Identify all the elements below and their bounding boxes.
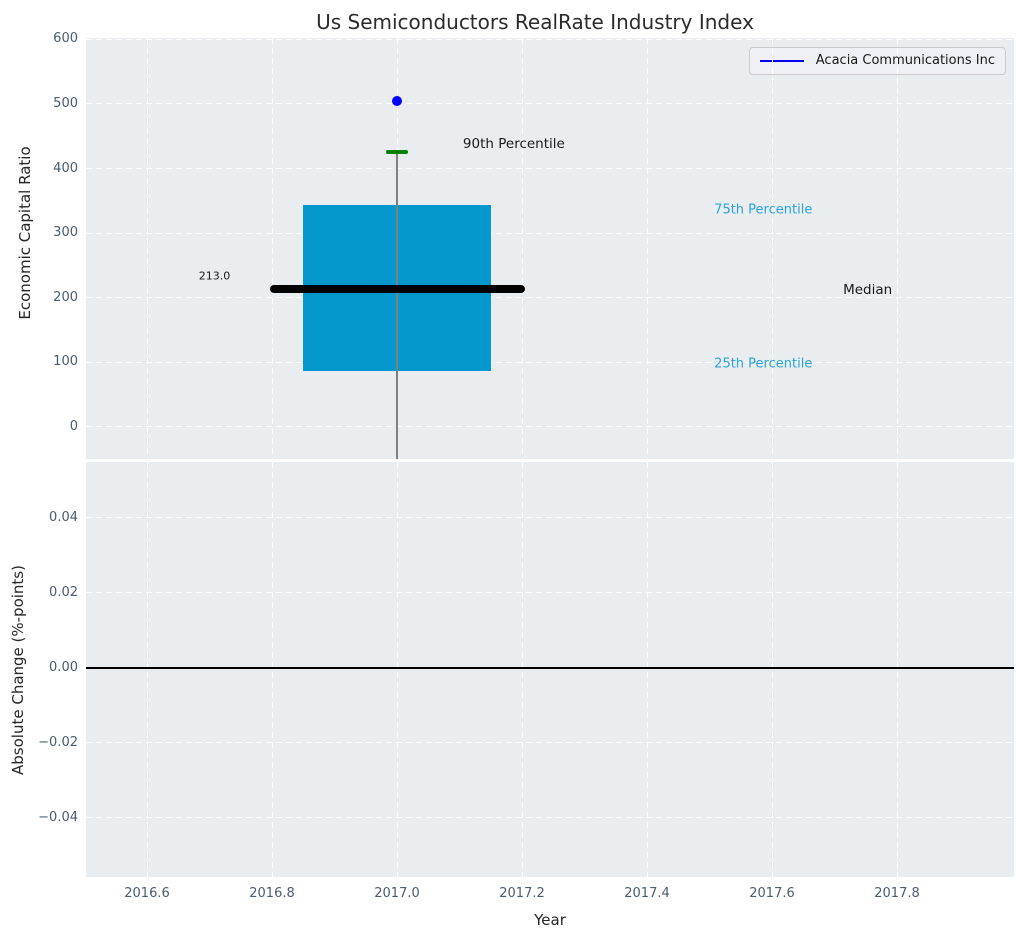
y-tick-label: −0.02 bbox=[38, 734, 78, 750]
y-tick-label: 300 bbox=[53, 225, 78, 241]
x-tick-label: 2017.2 bbox=[499, 886, 545, 901]
gridline-vertical bbox=[646, 462, 648, 877]
y-tick-label: 400 bbox=[53, 160, 78, 176]
gridline-vertical bbox=[646, 38, 648, 459]
gridline-horizontal bbox=[86, 232, 1014, 234]
annotation: 213.0 bbox=[198, 269, 231, 283]
gridline-horizontal bbox=[86, 817, 1014, 819]
x-tick-label: 2017.8 bbox=[874, 886, 920, 901]
gridline-horizontal bbox=[86, 297, 1014, 299]
axes-absolute-change bbox=[86, 462, 1014, 877]
company-point bbox=[392, 95, 402, 106]
y-tick-label: 200 bbox=[53, 289, 78, 305]
gridline-vertical bbox=[896, 462, 898, 877]
zero-line bbox=[86, 666, 1014, 669]
annotation: 25th Percentile bbox=[714, 356, 813, 372]
legend-label: Acacia Communications Inc bbox=[815, 53, 995, 68]
gridline-horizontal bbox=[86, 361, 1014, 363]
x-tick-label: 2017.6 bbox=[749, 886, 795, 901]
gridline-horizontal bbox=[86, 517, 1014, 519]
x-tick-label: 2016.6 bbox=[124, 886, 170, 901]
median-line bbox=[269, 285, 525, 294]
y-tick-label: 0.02 bbox=[49, 584, 78, 600]
annotation: 90th Percentile bbox=[462, 136, 565, 152]
gridline-horizontal bbox=[86, 742, 1014, 744]
gridline-vertical bbox=[396, 462, 398, 877]
gridline-horizontal bbox=[86, 168, 1014, 170]
gridline-vertical bbox=[271, 462, 273, 877]
gridline-horizontal bbox=[86, 426, 1014, 428]
y-tick-label: 500 bbox=[53, 95, 78, 111]
legend: Acacia Communications Inc bbox=[748, 47, 1006, 75]
gridline-horizontal bbox=[86, 592, 1014, 594]
gridline-vertical bbox=[521, 38, 523, 459]
annotation: 75th Percentile bbox=[714, 202, 813, 218]
y-tick-label: 0.04 bbox=[49, 509, 78, 525]
y-tick-label: 0 bbox=[69, 418, 78, 434]
chart-title: Us Semiconductors RealRate Industry Inde… bbox=[316, 10, 754, 34]
y-tick-label: 0.00 bbox=[49, 659, 78, 675]
x-axis-label: Year bbox=[534, 911, 566, 929]
percentile-90-cap bbox=[386, 150, 408, 155]
axes-economic-capital-ratio: Acacia Communications Inc 213.0 90th Perc… bbox=[86, 38, 1014, 459]
x-tick-label: 2017.4 bbox=[624, 886, 670, 901]
annotation: Median bbox=[843, 282, 893, 298]
gridline-vertical bbox=[271, 38, 273, 459]
gridline-vertical bbox=[771, 462, 773, 877]
y-tick-label: 600 bbox=[53, 31, 78, 47]
gridline-horizontal bbox=[86, 38, 1014, 40]
y-tick-label: −0.04 bbox=[38, 809, 78, 825]
y-tick-label: 100 bbox=[53, 354, 78, 370]
x-tick-label: 2017.0 bbox=[374, 886, 420, 901]
gridline-vertical bbox=[771, 38, 773, 459]
gridline-vertical bbox=[146, 462, 148, 877]
whisker-line bbox=[396, 152, 398, 459]
x-tick-label: 2016.8 bbox=[249, 886, 295, 901]
gridline-vertical bbox=[146, 38, 148, 459]
gridline-vertical bbox=[521, 462, 523, 877]
gridline-horizontal bbox=[86, 103, 1014, 105]
gridline-vertical bbox=[896, 38, 898, 459]
legend-line-sample bbox=[759, 60, 804, 62]
